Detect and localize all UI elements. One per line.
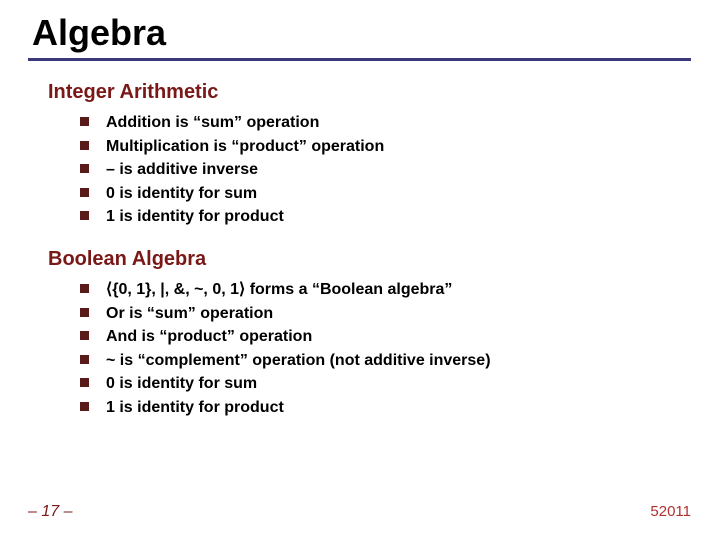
slide: Algebra Integer Arithmetic Addition is “… [0, 0, 719, 539]
integer-list: Addition is “sum” operation Multiplicati… [80, 112, 691, 228]
list-item: ~ is “complement” operation (not additiv… [80, 350, 691, 372]
slide-title: Algebra [28, 10, 691, 61]
page-number: – 17 – [28, 503, 72, 521]
list-item: ⟨{0, 1}, |, &, ~, 0, 1⟩ forms a “Boolean… [80, 279, 691, 301]
list-item: And is “product” operation [80, 326, 691, 348]
footer: – 17 – 52011 [28, 503, 691, 521]
list-item: – is additive inverse [80, 159, 691, 181]
list-item: 1 is identity for product [80, 206, 691, 228]
title-shadow-bottom [34, 61, 697, 67]
list-item: Addition is “sum” operation [80, 112, 691, 134]
list-item: 0 is identity for sum [80, 373, 691, 395]
list-item: 1 is identity for product [80, 397, 691, 419]
boolean-list: ⟨{0, 1}, |, &, ~, 0, 1⟩ forms a “Boolean… [80, 279, 691, 419]
list-item: 0 is identity for sum [80, 183, 691, 205]
section-heading-boolean: Boolean Algebra [48, 248, 691, 271]
title-block: Algebra [28, 10, 691, 61]
list-item: Multiplication is “product” operation [80, 136, 691, 158]
course-code: 52011 [650, 503, 691, 520]
section-heading-integer: Integer Arithmetic [48, 81, 691, 104]
title-shadow-right [691, 16, 697, 67]
list-item: Or is “sum” operation [80, 303, 691, 325]
